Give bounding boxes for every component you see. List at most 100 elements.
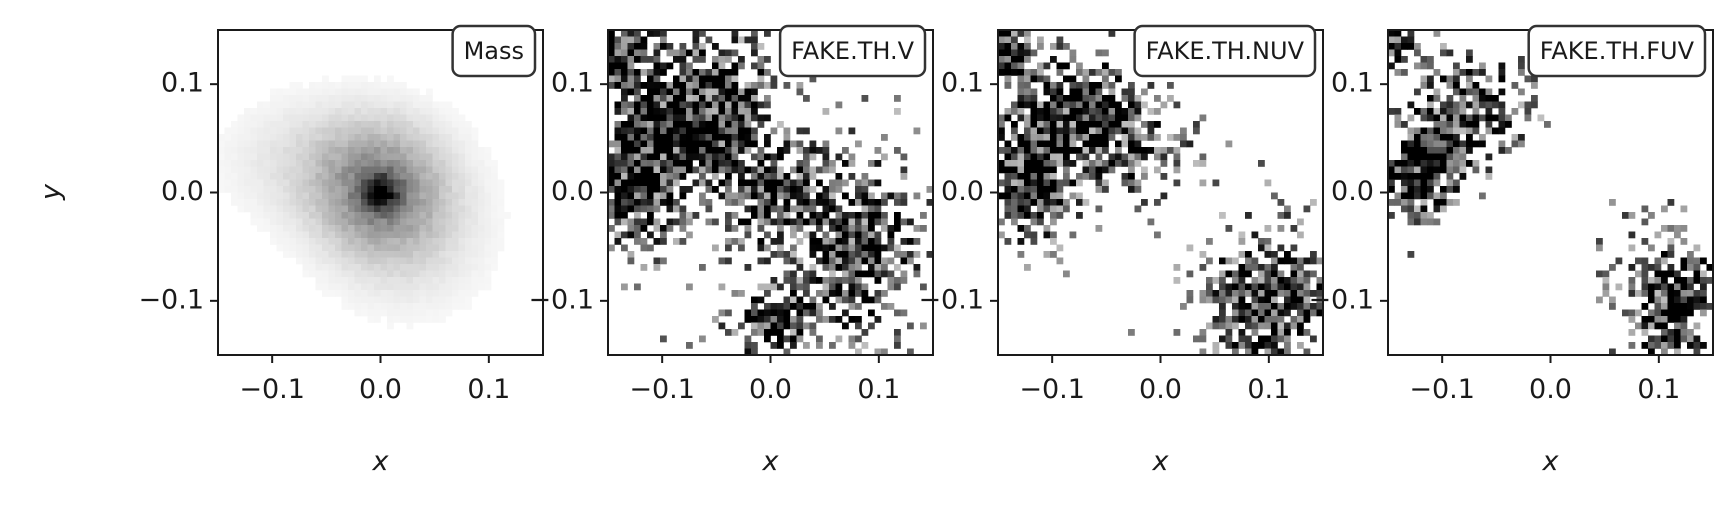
- heatmap-cell: [660, 134, 667, 141]
- heatmap-cell: [1472, 166, 1480, 174]
- heatmap-cell: [296, 218, 303, 226]
- heatmap-cell: [1433, 179, 1441, 187]
- heatmap-cell: [1667, 296, 1675, 304]
- heatmap-cell: [1043, 186, 1051, 193]
- heatmap-cell: [1479, 192, 1486, 200]
- heatmap-cell: [380, 277, 388, 284]
- heatmap-cell: [796, 218, 804, 226]
- heatmap-cell: [770, 218, 778, 226]
- heatmap-cell: [666, 192, 674, 200]
- heatmap-cell: [757, 238, 765, 245]
- heatmap-cell: [367, 290, 375, 297]
- heatmap-cell: [1297, 264, 1304, 271]
- heatmap-cell: [296, 127, 303, 135]
- heatmap-cell: [257, 121, 264, 128]
- heatmap-cell: [627, 62, 635, 70]
- heatmap-cell: [907, 238, 914, 245]
- heatmap-cell: [354, 173, 362, 180]
- heatmap-cell: [1388, 30, 1395, 37]
- heatmap-cell: [484, 179, 492, 187]
- heatmap-cell: [1680, 225, 1688, 232]
- heatmap-cell: [322, 147, 329, 154]
- heatmap-cell: [1011, 49, 1018, 57]
- heatmap-cell: [829, 238, 836, 245]
- heatmap-cell: [861, 173, 869, 180]
- heatmap-cell: [757, 244, 765, 252]
- heatmap-cell: [1414, 43, 1421, 50]
- heatmap-cell: [1056, 147, 1064, 154]
- heatmap-cell: [1297, 218, 1304, 226]
- heatmap-cell: [458, 283, 466, 291]
- heatmap-cell: [1063, 108, 1070, 115]
- heatmap-cell: [614, 82, 622, 89]
- heatmap-cell: [751, 329, 758, 336]
- heatmap-cell: [1648, 264, 1655, 271]
- heatmap-cell: [855, 244, 862, 252]
- heatmap-cell: [822, 290, 830, 297]
- heatmap-cell: [380, 173, 388, 180]
- heatmap-cell: [406, 244, 414, 252]
- heatmap-cell: [1245, 283, 1252, 291]
- heatmap-cell: [452, 303, 459, 310]
- heatmap-cell: [848, 290, 856, 297]
- heatmap-cell: [1030, 166, 1038, 174]
- heatmap-cell: [998, 69, 1005, 76]
- heatmap-cell: [1108, 101, 1116, 109]
- heatmap-cell: [250, 114, 258, 122]
- heatmap-cell: [387, 166, 394, 174]
- heatmap-cell: [393, 303, 401, 310]
- heatmap-cell: [640, 192, 648, 200]
- heatmap-cell: [1414, 49, 1421, 57]
- heatmap-cell: [1459, 166, 1467, 174]
- heatmap-cell: [1433, 121, 1441, 128]
- heatmap-cell: [1394, 69, 1402, 76]
- heatmap-cell: [341, 290, 349, 297]
- heatmap-cell: [335, 121, 342, 128]
- heatmap-cell: [1433, 30, 1441, 37]
- heatmap-cell: [744, 82, 752, 89]
- heatmap-cell: [848, 199, 856, 206]
- heatmap-cell: [335, 199, 342, 206]
- heatmap-cell: [361, 160, 368, 167]
- heatmap-cell: [796, 277, 804, 284]
- heatmap-cell: [894, 251, 901, 258]
- heatmap-cell: [1030, 134, 1038, 141]
- heatmap-cell: [367, 186, 375, 193]
- heatmap-cell: [335, 140, 342, 148]
- heatmap-cell: [1440, 75, 1447, 83]
- heatmap-cell: [1251, 322, 1259, 330]
- heatmap-cell: [400, 212, 407, 219]
- heatmap-cell: [1251, 277, 1259, 284]
- heatmap-cell: [465, 264, 472, 271]
- heatmap-cell: [439, 153, 446, 161]
- heatmap-cell: [413, 277, 420, 284]
- heatmap-cell: [1050, 173, 1057, 180]
- heatmap-cell: [1056, 140, 1064, 148]
- heatmap-cell: [660, 36, 667, 44]
- heatmap-cell: [289, 101, 297, 109]
- heatmap-cell: [1089, 88, 1096, 96]
- heatmap-cell: [679, 153, 687, 161]
- heatmap-cell: [894, 225, 901, 232]
- heatmap-cell: [1388, 36, 1395, 44]
- heatmap-cell: [302, 270, 310, 278]
- heatmap-cell: [315, 238, 323, 245]
- heatmap-cell: [1121, 95, 1129, 102]
- heatmap-cell: [1160, 147, 1168, 154]
- heatmap-cell: [237, 147, 245, 154]
- heatmap-cell: [289, 166, 297, 174]
- heatmap-cell: [809, 309, 817, 317]
- heatmap-cell: [640, 179, 648, 187]
- heatmap-cell: [341, 166, 349, 174]
- heatmap-cell: [1050, 160, 1057, 167]
- heatmap-cell: [686, 218, 693, 226]
- heatmap-cell: [816, 342, 823, 349]
- heatmap-cell: [1609, 296, 1616, 304]
- heatmap-cell: [335, 257, 342, 265]
- heatmap-cell: [315, 101, 323, 109]
- heatmap-cell: [686, 166, 693, 174]
- heatmap-cell: [1108, 30, 1116, 37]
- heatmap-cell: [848, 264, 856, 271]
- heatmap-cell: [1245, 251, 1252, 258]
- heatmap-cell: [861, 192, 869, 200]
